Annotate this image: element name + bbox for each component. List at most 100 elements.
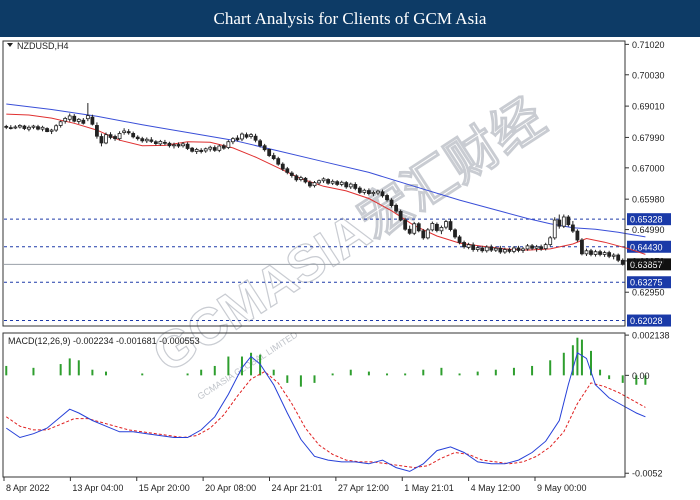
candle-up [484,246,489,252]
candle-down [344,182,349,188]
macd-tick-label: 0.00 [632,371,650,381]
candle-down [394,204,398,212]
candle-down [308,181,312,187]
candle-down [235,137,240,141]
candle-down [580,239,584,255]
panel-frames [2,40,626,478]
candle-down [421,230,426,239]
candle-up [512,247,516,252]
level-tag [627,258,671,271]
level-tag [627,240,671,253]
candle-up [226,141,231,148]
time-tick-label: 15 Apr 20:00 [139,483,190,493]
candle-up [67,115,72,120]
symbol-label: NZDUSD,H4 [17,41,69,51]
candle-up [593,251,598,255]
candle-up [466,244,471,248]
candle-up [602,252,607,255]
candle-down [530,245,534,249]
candle-down [212,147,217,151]
candle-down [434,223,439,231]
candle-down [453,229,457,238]
candle-down [253,135,258,141]
candle-up [85,115,90,120]
candle-down [457,236,462,243]
candle-down [566,216,571,226]
candle-down [8,127,13,130]
candle-down [135,136,140,140]
candle-up [371,192,376,195]
candle-down [199,149,204,152]
candle-down [389,199,394,207]
candle-up [330,180,335,184]
candle-down [462,242,466,248]
watermark-text: GCMASIA宏汇财经 [143,88,555,384]
candle-up [231,138,235,143]
candle-down [353,184,358,189]
candle-down [570,224,575,232]
ma-slow-line [6,103,646,238]
candle-down [335,181,340,185]
candle-up [321,178,326,182]
candle-up [27,126,31,130]
candle-up [552,219,557,239]
candle-down [385,195,389,201]
candle-up [49,129,54,132]
candle-up [317,180,321,184]
candle-up [543,244,548,250]
candle-down [72,115,77,122]
candle-down [190,147,195,152]
candle-down [90,116,95,125]
time-tick-label: 20 Apr 08:00 [205,483,256,493]
candle-down [280,163,285,170]
price-tick-label: 0.65980 [632,195,665,205]
candle-down [185,143,190,149]
candle-down [598,251,602,255]
candle-down [416,223,421,232]
candle-down [366,190,371,195]
candle-down [36,126,40,130]
price-tick-label: 0.67000 [632,163,665,173]
candle-up [40,126,45,130]
level-label: 0.63275 [630,278,663,288]
candle-down [471,244,476,250]
candle-down [303,177,308,183]
candle-down [131,133,136,138]
time-tick-label: 27 Apr 12:00 [338,483,389,493]
candle-down [616,254,621,261]
candle-up [439,227,444,232]
price-levels: 0.65328 0.64430 0.63857 0.63275 0.62028 [4,213,671,327]
level-label: 0.64430 [630,242,663,252]
candle-down [407,228,412,234]
time-tick-label: 13 Apr 04:00 [72,483,123,493]
level-label: 0.62028 [630,316,663,326]
candle-up [312,182,317,187]
candle-up [217,145,222,151]
candle-down [140,138,145,142]
candle-down [153,141,158,144]
candle-up [525,245,530,250]
candle-down [271,155,276,160]
candle-down [326,179,330,184]
candle-down [557,219,562,227]
candle-up [240,133,244,140]
candle-down [380,191,385,197]
candle-up [194,149,199,152]
time-axis: 8 Apr 2022 13 Apr 04:00 15 Apr 20:00 20 Apr… [3,477,587,493]
candle-up [249,134,253,137]
candle-down [244,134,249,138]
candle-up [412,223,417,234]
candle-down [258,140,263,147]
candle-up [548,237,553,246]
candle-up [117,133,122,140]
candle-down [448,221,453,230]
candle-down [126,131,131,134]
candle-down [575,230,580,241]
macd-panel: MACD(12,26,9) -0.002234 -0.001681 -0.000… [5,331,670,479]
candle-up [181,143,185,147]
candle-up [122,130,127,133]
candle-down [620,259,625,265]
candle-down [176,144,181,147]
banner-title: Chart Analysis for Clients of GCM Asia [213,8,487,28]
